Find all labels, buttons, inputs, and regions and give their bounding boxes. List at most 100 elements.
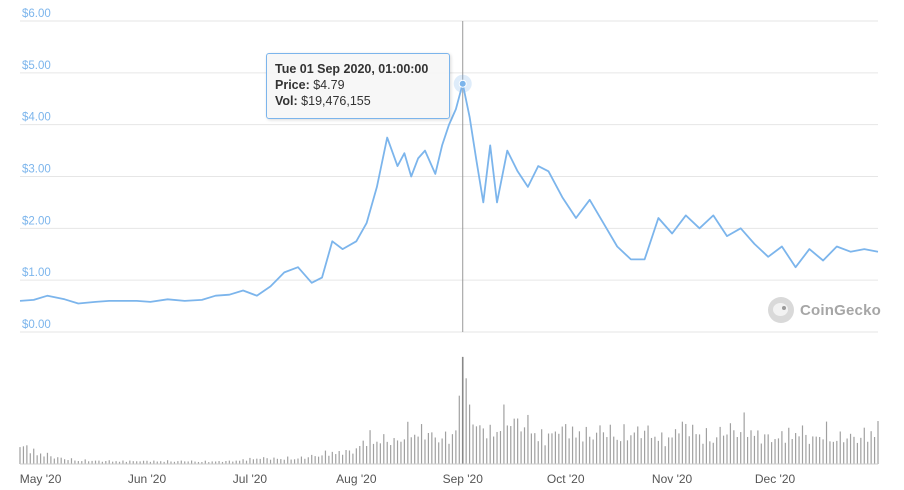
volume-bar bbox=[57, 457, 59, 464]
volume-bar bbox=[39, 453, 42, 464]
volume-bar bbox=[503, 404, 505, 464]
volume-bar bbox=[427, 432, 430, 464]
volume-bar bbox=[379, 443, 381, 464]
volume-bar bbox=[91, 460, 93, 464]
volume-bar bbox=[499, 431, 502, 464]
volume-bar bbox=[788, 427, 790, 464]
volume-bar bbox=[832, 441, 834, 464]
volume-bar bbox=[228, 460, 230, 464]
volume-bar bbox=[626, 440, 629, 464]
volume-bar bbox=[125, 461, 127, 464]
volume-bar bbox=[746, 436, 749, 464]
volume-bar bbox=[743, 412, 745, 464]
volume-bar bbox=[836, 440, 838, 464]
volume-bar bbox=[221, 461, 224, 464]
volume-bar bbox=[43, 456, 45, 464]
volume-bar bbox=[582, 441, 584, 464]
volume-bar bbox=[201, 461, 203, 464]
y-tick-label: $2.00 bbox=[22, 215, 51, 227]
volume-bar bbox=[19, 447, 21, 464]
volume-bar bbox=[108, 460, 110, 464]
volume-bar bbox=[88, 461, 90, 464]
x-tick-label: Jun '20 bbox=[128, 472, 167, 486]
volume-bar bbox=[53, 458, 55, 464]
volume-bar bbox=[46, 452, 49, 464]
volume-bar bbox=[688, 436, 690, 464]
volume-bar bbox=[458, 395, 460, 464]
volume-bar bbox=[798, 436, 800, 464]
volume-bar bbox=[853, 436, 855, 464]
volume-bar bbox=[777, 438, 780, 464]
volume-bar bbox=[132, 461, 134, 464]
volume-bar bbox=[211, 461, 213, 464]
volume-bar bbox=[283, 459, 285, 464]
volume-bar bbox=[139, 461, 141, 464]
volume-bar bbox=[784, 442, 786, 464]
volume-bar bbox=[50, 456, 52, 464]
volume-bar bbox=[489, 424, 491, 464]
volume-bar bbox=[475, 426, 478, 464]
volume-bar bbox=[571, 426, 574, 464]
volume-bar bbox=[753, 435, 756, 464]
volume-bar bbox=[146, 460, 148, 464]
volume-bar bbox=[537, 441, 539, 464]
volume-bar bbox=[36, 455, 38, 464]
volume-bar bbox=[726, 434, 728, 464]
volume-bar bbox=[184, 461, 186, 464]
volume-bar bbox=[218, 461, 220, 464]
tooltip-price-value: $4.79 bbox=[313, 78, 345, 92]
volume-bar bbox=[239, 460, 241, 464]
hover-point[interactable] bbox=[458, 79, 467, 88]
volume-bar bbox=[269, 459, 272, 464]
volume-bar bbox=[750, 430, 752, 464]
tooltip-vol-value: $19,476,155 bbox=[301, 94, 371, 108]
volume-bar bbox=[438, 442, 440, 464]
volume-bar bbox=[585, 426, 587, 464]
gecko-logo-icon bbox=[768, 297, 794, 323]
volume-bar bbox=[722, 435, 725, 464]
volume-bar bbox=[544, 445, 546, 464]
volume-bar bbox=[716, 437, 718, 464]
volume-bar bbox=[112, 461, 114, 464]
volume-bar bbox=[191, 460, 193, 464]
volume-bar bbox=[630, 435, 632, 464]
volume-bar bbox=[64, 459, 66, 464]
volume-bar bbox=[692, 424, 694, 464]
volume-bar bbox=[266, 458, 268, 464]
volume-bar bbox=[81, 461, 83, 464]
volume-bar bbox=[825, 421, 828, 464]
volume-bar bbox=[170, 461, 172, 464]
volume-bar bbox=[410, 437, 412, 464]
volume-bar bbox=[424, 439, 426, 464]
volume-bar bbox=[444, 431, 447, 464]
volume-bar bbox=[177, 461, 179, 464]
volume-bar bbox=[815, 436, 817, 464]
volume-bar bbox=[194, 461, 196, 464]
volume-bar bbox=[595, 432, 598, 464]
volume-bar bbox=[482, 428, 484, 464]
volume-bar bbox=[767, 434, 769, 464]
volume-bar bbox=[105, 461, 107, 464]
volume-bar bbox=[434, 437, 436, 464]
x-axis-labels: May '20 Jun '20 Jul '20 Aug '20 Sep '20 Oct '… bbox=[20, 472, 796, 486]
volume-bar bbox=[232, 461, 234, 464]
volume-bar bbox=[420, 424, 423, 464]
volume-bar bbox=[115, 461, 117, 464]
volume-bar bbox=[623, 424, 625, 464]
volume-bar bbox=[668, 437, 670, 464]
volume-bar bbox=[369, 430, 371, 464]
volume-bar bbox=[461, 356, 464, 464]
volume-bar bbox=[671, 437, 673, 464]
volume-bar bbox=[304, 458, 306, 464]
volume-bar bbox=[468, 404, 471, 464]
volume-bar bbox=[26, 445, 28, 464]
volume-bar bbox=[551, 433, 553, 464]
volume-bar bbox=[702, 443, 704, 464]
volume-bar bbox=[819, 437, 821, 464]
volume-bar bbox=[163, 461, 165, 464]
volume-bar bbox=[455, 430, 457, 464]
volume-bar bbox=[870, 431, 872, 464]
volume-bar bbox=[657, 440, 659, 464]
volume-bar bbox=[863, 427, 865, 464]
